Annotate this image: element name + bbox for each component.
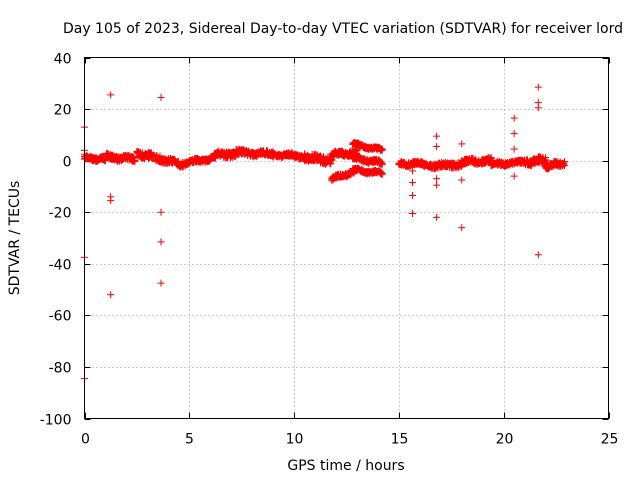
y-tick-label: -40 [49,258,72,274]
data-point [131,157,139,165]
grid-lines [84,57,609,419]
axis-ticks [84,57,610,420]
y-tick-label: 20 [54,103,72,119]
data-point [378,160,386,168]
x-tick-labels: 0 5 10 15 20 25 [81,432,618,448]
data-point [377,169,385,177]
data-points [81,83,568,383]
y-tick-label: 0 [63,155,72,171]
y-tick-label: -60 [49,309,72,325]
data-point [327,157,335,165]
y-tick-label: -80 [49,361,72,377]
x-tick-label: 10 [286,432,304,448]
data-point [378,146,386,154]
x-tick-label: 15 [391,432,409,448]
x-tick-label: 20 [496,432,514,448]
x-tick-label: 0 [81,432,90,448]
chart-title: Day 105 of 2023, Sidereal Day-to-day VTE… [63,21,623,37]
x-tick-label: 25 [601,432,619,448]
y-tick-label: -20 [49,206,72,222]
y-tick-label: -100 [40,413,72,429]
y-tick-label: 40 [54,52,72,68]
y-tick-labels: -100 -80 -60 -40 -20 0 20 40 [40,52,72,429]
x-tick-label: 5 [185,432,194,448]
data-point [378,170,386,178]
